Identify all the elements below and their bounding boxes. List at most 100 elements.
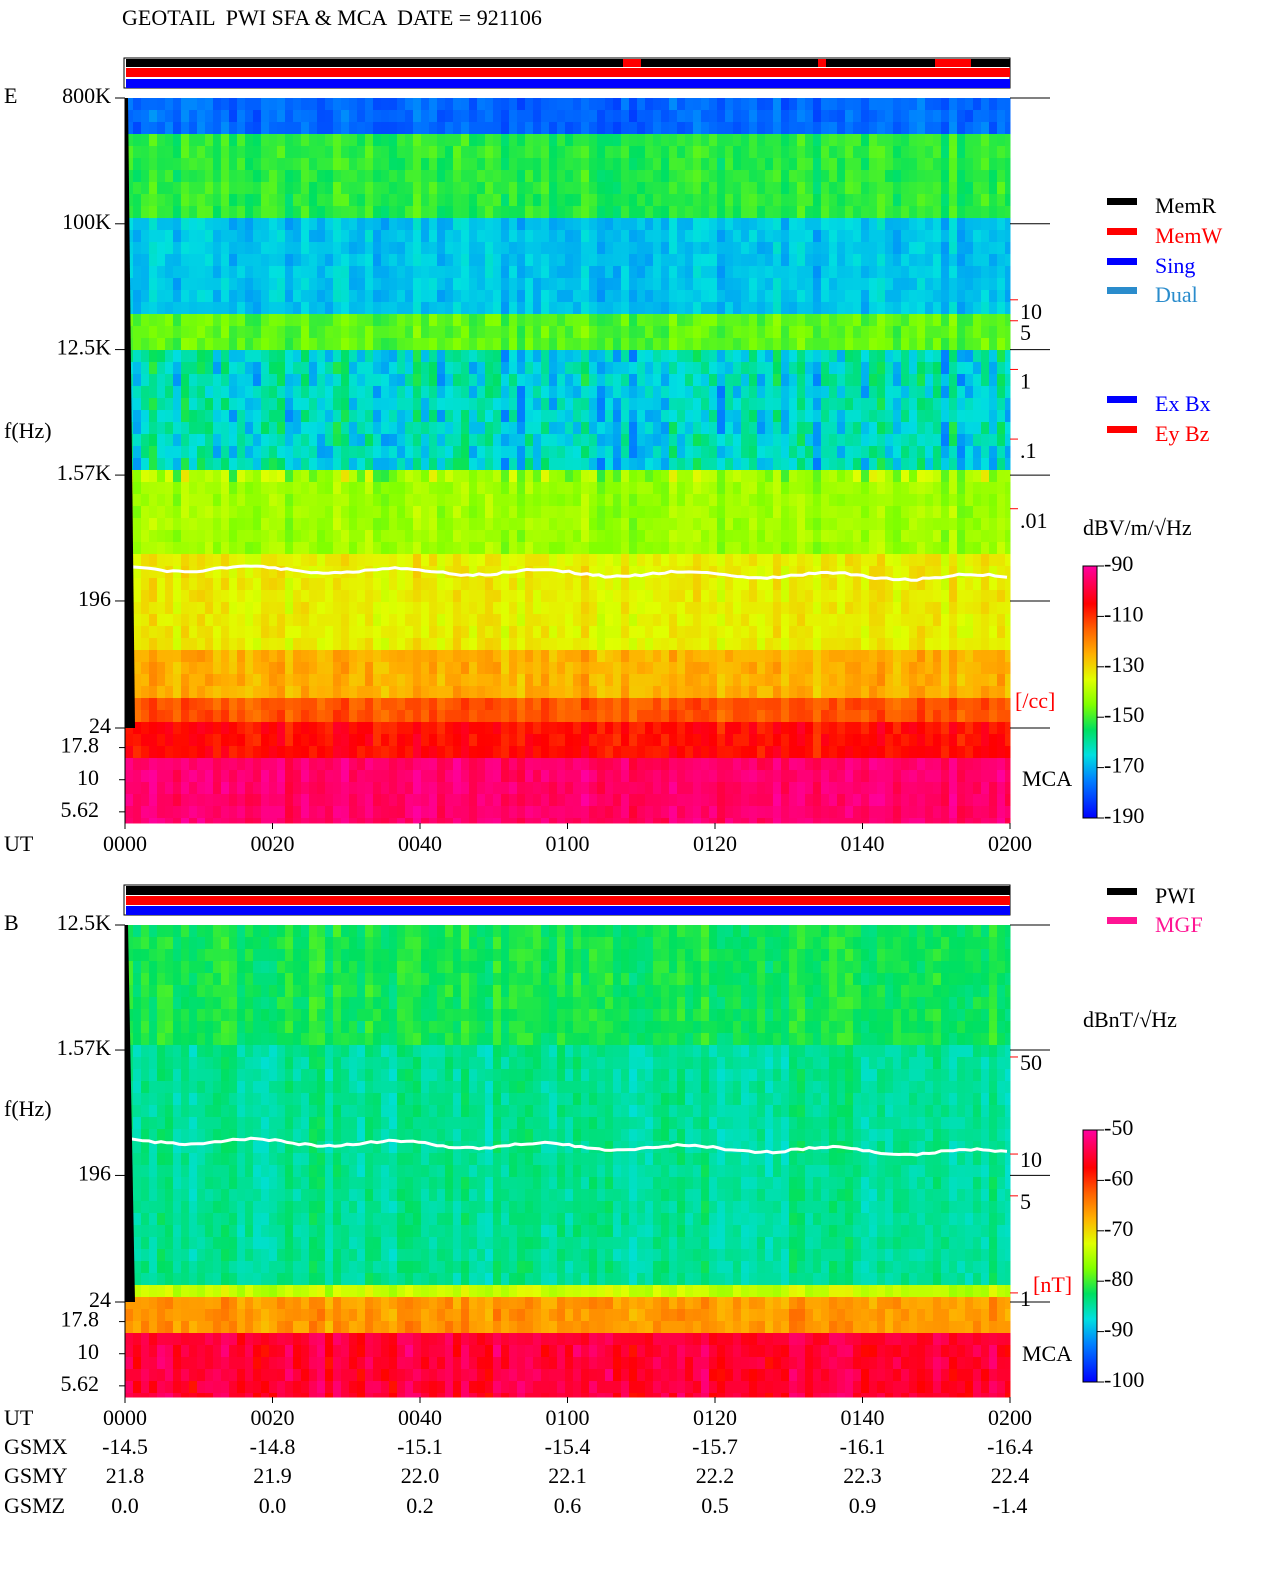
spectrogram-cell [389,206,398,219]
spectrogram-cell [365,278,374,291]
spectrogram-cell [173,254,182,267]
spectrogram-cell [261,554,270,567]
spectrogram-cell [685,614,694,627]
spectrogram-cell [965,110,974,123]
spectrogram-cell [949,578,958,591]
spectrogram-cell [693,614,702,627]
spectrogram-cell [669,254,678,267]
spectrogram-cell [597,218,606,231]
spectrogram-cell [445,122,454,135]
spectrogram-cell [789,566,798,579]
spectrogram-cell [501,614,510,627]
spectrogram-cell [285,614,294,627]
spectrogram-cell [509,302,518,315]
spectrogram-cell [661,314,670,327]
spectrogram-cell [805,146,814,159]
spectrogram-cell [997,470,1006,483]
spectrogram-cell [373,494,382,507]
spectrogram-cell [165,362,174,375]
spectrogram-cell [981,194,990,207]
spectrogram-cell [397,542,406,555]
spectrogram-cell [437,458,446,471]
spectrogram-cell [773,398,782,411]
spectrogram-cell [413,254,422,267]
spectrogram-cell [325,98,334,111]
spectrogram-cell [445,134,454,147]
spectrogram-cell [949,266,958,279]
spectrogram-cell [301,134,310,147]
spectrogram-cell [941,254,950,267]
spectrogram-cell [333,266,342,279]
spectrogram-cell [477,446,486,459]
spectrogram-cell [605,242,614,255]
spectrogram-cell [197,146,206,159]
spectrogram-cell [701,410,710,423]
spectrogram-cell [293,614,302,627]
spectrogram-cell [573,590,582,603]
spectrogram-cell [877,374,886,387]
spectrogram-cell [253,170,262,183]
spectrogram-cell [845,434,854,447]
spectrogram-cell [773,254,782,267]
spectrogram-cell [541,422,550,435]
spectrogram-cell [253,326,262,339]
spectrogram-cell [253,434,262,447]
spectrogram-cell [621,122,630,135]
spectrogram-cell [509,614,518,627]
spectrogram-cell [925,158,934,171]
spectrogram-cell [533,254,542,267]
spectrogram-cell [533,518,542,531]
spectrogram-cell [925,326,934,339]
spectrogram-cell [357,278,366,291]
spectrogram-cell [325,518,334,531]
spectrogram-cell [717,506,726,519]
spectrogram-cell [413,230,422,243]
spectrogram-cell [149,542,158,555]
spectrogram-cell [533,482,542,495]
spectrogram-cell [365,458,374,471]
spectrogram-cell [685,602,694,615]
spectrogram-cell [397,266,406,279]
spectrogram-cell [821,278,830,291]
spectrogram-cell [237,398,246,411]
spectrogram-cell [901,470,910,483]
spectrogram-cell [821,230,830,243]
spectrogram-cell [421,170,430,183]
spectrogram-cell [501,506,510,519]
spectrogram-cell [949,446,958,459]
spectrogram-cell [981,290,990,303]
spectrogram-cell [845,338,854,351]
spectrogram-cell [685,206,694,219]
spectrogram-cell [285,230,294,243]
spectrogram-cell [189,182,198,195]
spectrogram-cell [829,194,838,207]
spectrogram-cell [293,206,302,219]
spectrogram-cell [725,242,734,255]
spectrogram-cell [597,566,606,579]
spectrogram-cell [165,98,174,111]
spectrogram-cell [629,314,638,327]
spectrogram-cell [701,434,710,447]
spectrogram-cell [245,410,254,423]
spectrogram-cell [565,110,574,123]
spectrogram-cell [453,98,462,111]
spectrogram-cell [981,182,990,195]
spectrogram-cell [645,554,654,567]
spectrogram-cell [613,278,622,291]
spectrogram-cell [269,170,278,183]
spectrogram-cell [605,98,614,111]
spectrogram-cell [301,338,310,351]
spectrogram-cell [821,482,830,495]
spectrogram-cell [149,338,158,351]
spectrogram-cell [805,398,814,411]
spectrogram-cell [997,134,1006,147]
spectrogram-cell [901,506,910,519]
spectrogram-cell [917,314,926,327]
spectrogram-cell [901,482,910,495]
spectrogram-cell [181,614,190,627]
spectrogram-cell [973,434,982,447]
spectrogram-cell [885,302,894,315]
spectrogram-cell [453,206,462,219]
spectrogram-cell [525,242,534,255]
spectrogram-cell [1005,530,1011,543]
